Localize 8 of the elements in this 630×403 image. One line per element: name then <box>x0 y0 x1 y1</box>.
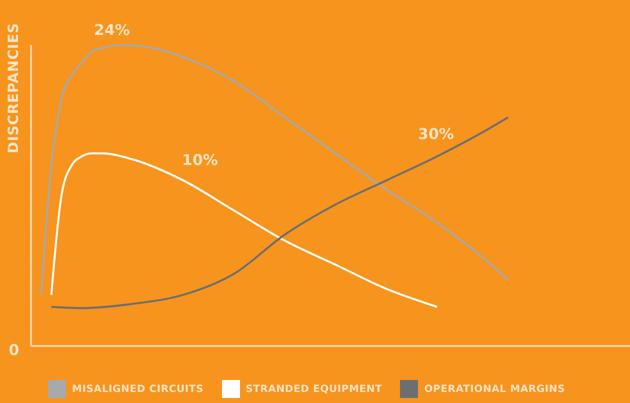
text: 0 <box>8 341 20 359</box>
y-axis-title: DISCREPANCIES <box>6 22 22 154</box>
legend-label: MISALIGNED CIRCUITS <box>72 384 204 394</box>
annotation: 30% <box>418 125 454 143</box>
legend-label: OPERATIONAL MARGINS <box>424 384 566 394</box>
annotation: 10% <box>182 151 218 169</box>
text: 24% <box>94 21 130 39</box>
legend-label: STRANDED EQUIPMENT <box>246 384 382 394</box>
